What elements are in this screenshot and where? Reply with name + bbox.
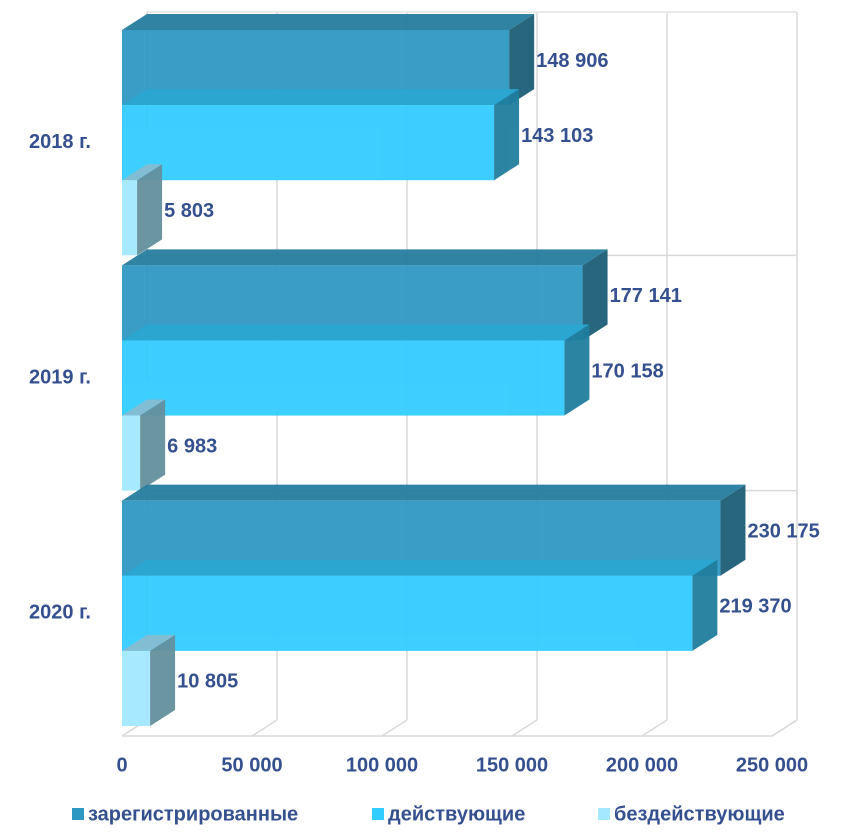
x-tick-label: 250 000 [736, 754, 808, 776]
bar-side [494, 89, 520, 181]
bar [122, 634, 176, 726]
y-tick-label: 2020 г. [29, 602, 91, 624]
bar-top [122, 164, 163, 181]
legend-swatch [72, 808, 84, 820]
data-label: 6 983 [167, 435, 217, 457]
bar [122, 164, 163, 256]
bar [122, 559, 718, 651]
bar-side [140, 399, 166, 491]
grid-line-floor [381, 719, 408, 737]
floor-right [771, 719, 798, 737]
bar-top [122, 559, 718, 576]
y-tick-label: 2019 г. [29, 366, 91, 388]
data-label: 177 141 [610, 285, 682, 307]
x-tick-label: 150 000 [476, 754, 548, 776]
legend-swatch [598, 808, 610, 820]
bar-top [122, 484, 746, 501]
x-tick-label: 0 [116, 754, 127, 776]
bar-top [122, 89, 520, 106]
bar-front [122, 180, 138, 256]
bar-side [509, 14, 535, 106]
bar-front [122, 340, 565, 416]
bar-side [582, 249, 608, 341]
legend-swatch [372, 808, 384, 820]
y-tick-label: 2018 г. [29, 131, 91, 153]
bar-top [122, 399, 166, 416]
grid-line [771, 12, 798, 737]
data-label: 5 803 [164, 200, 214, 222]
data-label: 170 158 [591, 360, 663, 382]
bar-side [720, 484, 746, 576]
bar [122, 324, 590, 416]
bar-side [564, 324, 590, 416]
data-label: 219 370 [719, 596, 791, 618]
data-label: 148 906 [536, 50, 608, 72]
bar-top [122, 324, 590, 341]
bar [122, 399, 166, 491]
grid-line-floor [641, 719, 668, 737]
data-label: 143 103 [521, 125, 593, 147]
data-label: 10 805 [177, 671, 238, 693]
data-label: 230 175 [747, 521, 819, 543]
grid-line-floor [251, 719, 278, 737]
grid-line-floor [511, 719, 538, 737]
bar-top [122, 14, 535, 30]
bar-front [122, 415, 141, 491]
x-tick-label: 50 000 [221, 754, 282, 776]
bar-side [692, 559, 718, 651]
x-tick-label: 200 000 [606, 754, 678, 776]
bar-front [122, 575, 693, 651]
bar [122, 89, 520, 181]
bar-front [122, 650, 151, 726]
bar-top [122, 249, 608, 266]
legend-label: зарегистрированные [88, 803, 298, 825]
bar-front [122, 105, 495, 181]
x-tick-label: 100 000 [346, 754, 418, 776]
bar-side [137, 164, 163, 256]
bar-top [122, 634, 176, 651]
legend-label: действующие [388, 803, 525, 825]
legend-label: бездействующие [614, 803, 785, 825]
bar-side [150, 634, 176, 726]
